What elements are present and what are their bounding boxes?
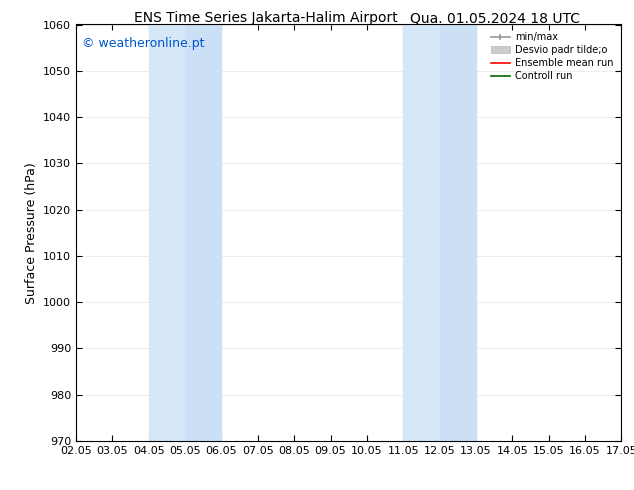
Bar [439, 24, 476, 441]
Bar [149, 24, 185, 441]
Bar [185, 24, 221, 441]
Legend: min/max, Desvio padr tilde;o, Ensemble mean run, Controll run: min/max, Desvio padr tilde;o, Ensemble m… [488, 29, 616, 84]
Y-axis label: Surface Pressure (hPa): Surface Pressure (hPa) [25, 162, 37, 304]
Text: Qua. 01.05.2024 18 UTC: Qua. 01.05.2024 18 UTC [410, 11, 579, 25]
Text: © weatheronline.pt: © weatheronline.pt [82, 37, 204, 50]
Bar [403, 24, 439, 441]
Text: ENS Time Series Jakarta-Halim Airport: ENS Time Series Jakarta-Halim Airport [134, 11, 398, 25]
